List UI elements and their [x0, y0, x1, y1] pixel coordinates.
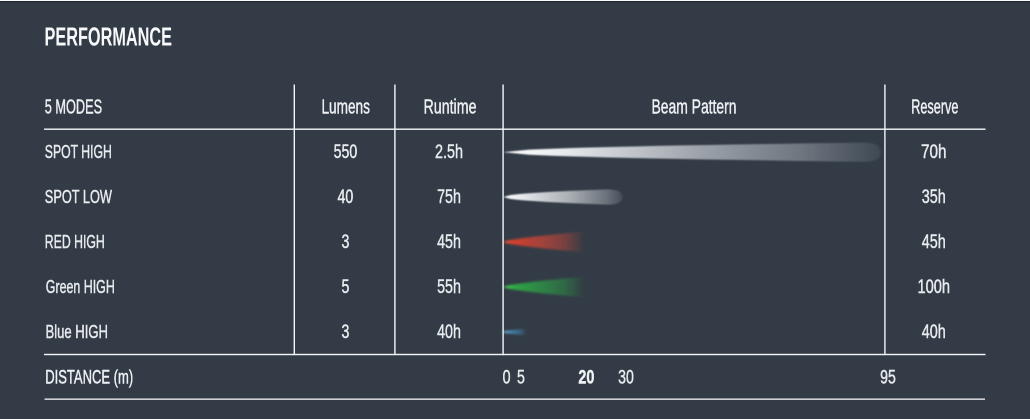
- svg-text:0: 0: [503, 368, 511, 389]
- svg-text:45h: 45h: [922, 232, 946, 253]
- svg-text:RED HIGH: RED HIGH: [45, 231, 105, 252]
- svg-text:PERFORMANCE: PERFORMANCE: [45, 22, 173, 52]
- svg-text:Blue HIGH: Blue HIGH: [46, 321, 109, 342]
- svg-text:Beam Pattern: Beam Pattern: [652, 97, 737, 119]
- svg-text:Reserve: Reserve: [911, 97, 958, 119]
- svg-text:5: 5: [341, 277, 349, 298]
- svg-text:35h: 35h: [922, 187, 946, 208]
- svg-text:40: 40: [338, 187, 354, 208]
- svg-text:30: 30: [618, 368, 634, 389]
- svg-text:70h: 70h: [921, 142, 947, 163]
- svg-text:DISTANCE (m): DISTANCE (m): [45, 368, 133, 389]
- svg-text:Green HIGH: Green HIGH: [46, 276, 115, 297]
- svg-text:Lumens: Lumens: [321, 97, 370, 119]
- svg-text:45h: 45h: [437, 232, 461, 253]
- svg-text:75h: 75h: [437, 187, 461, 208]
- svg-text:95: 95: [880, 368, 896, 389]
- svg-text:3: 3: [341, 322, 349, 343]
- svg-text:SPOT LOW: SPOT LOW: [45, 186, 113, 207]
- svg-text:5 MODES: 5 MODES: [45, 97, 102, 119]
- svg-text:5: 5: [517, 368, 525, 389]
- svg-text:100h: 100h: [918, 277, 951, 298]
- svg-text:SPOT HIGH: SPOT HIGH: [45, 141, 112, 162]
- svg-text:40h: 40h: [922, 322, 946, 343]
- svg-text:550: 550: [334, 142, 358, 163]
- svg-text:3: 3: [341, 232, 349, 253]
- svg-text:2.5h: 2.5h: [435, 142, 463, 163]
- svg-text:Runtime: Runtime: [424, 97, 477, 119]
- svg-text:40h: 40h: [437, 322, 461, 343]
- svg-text:55h: 55h: [437, 277, 461, 298]
- svg-text:20: 20: [578, 368, 594, 389]
